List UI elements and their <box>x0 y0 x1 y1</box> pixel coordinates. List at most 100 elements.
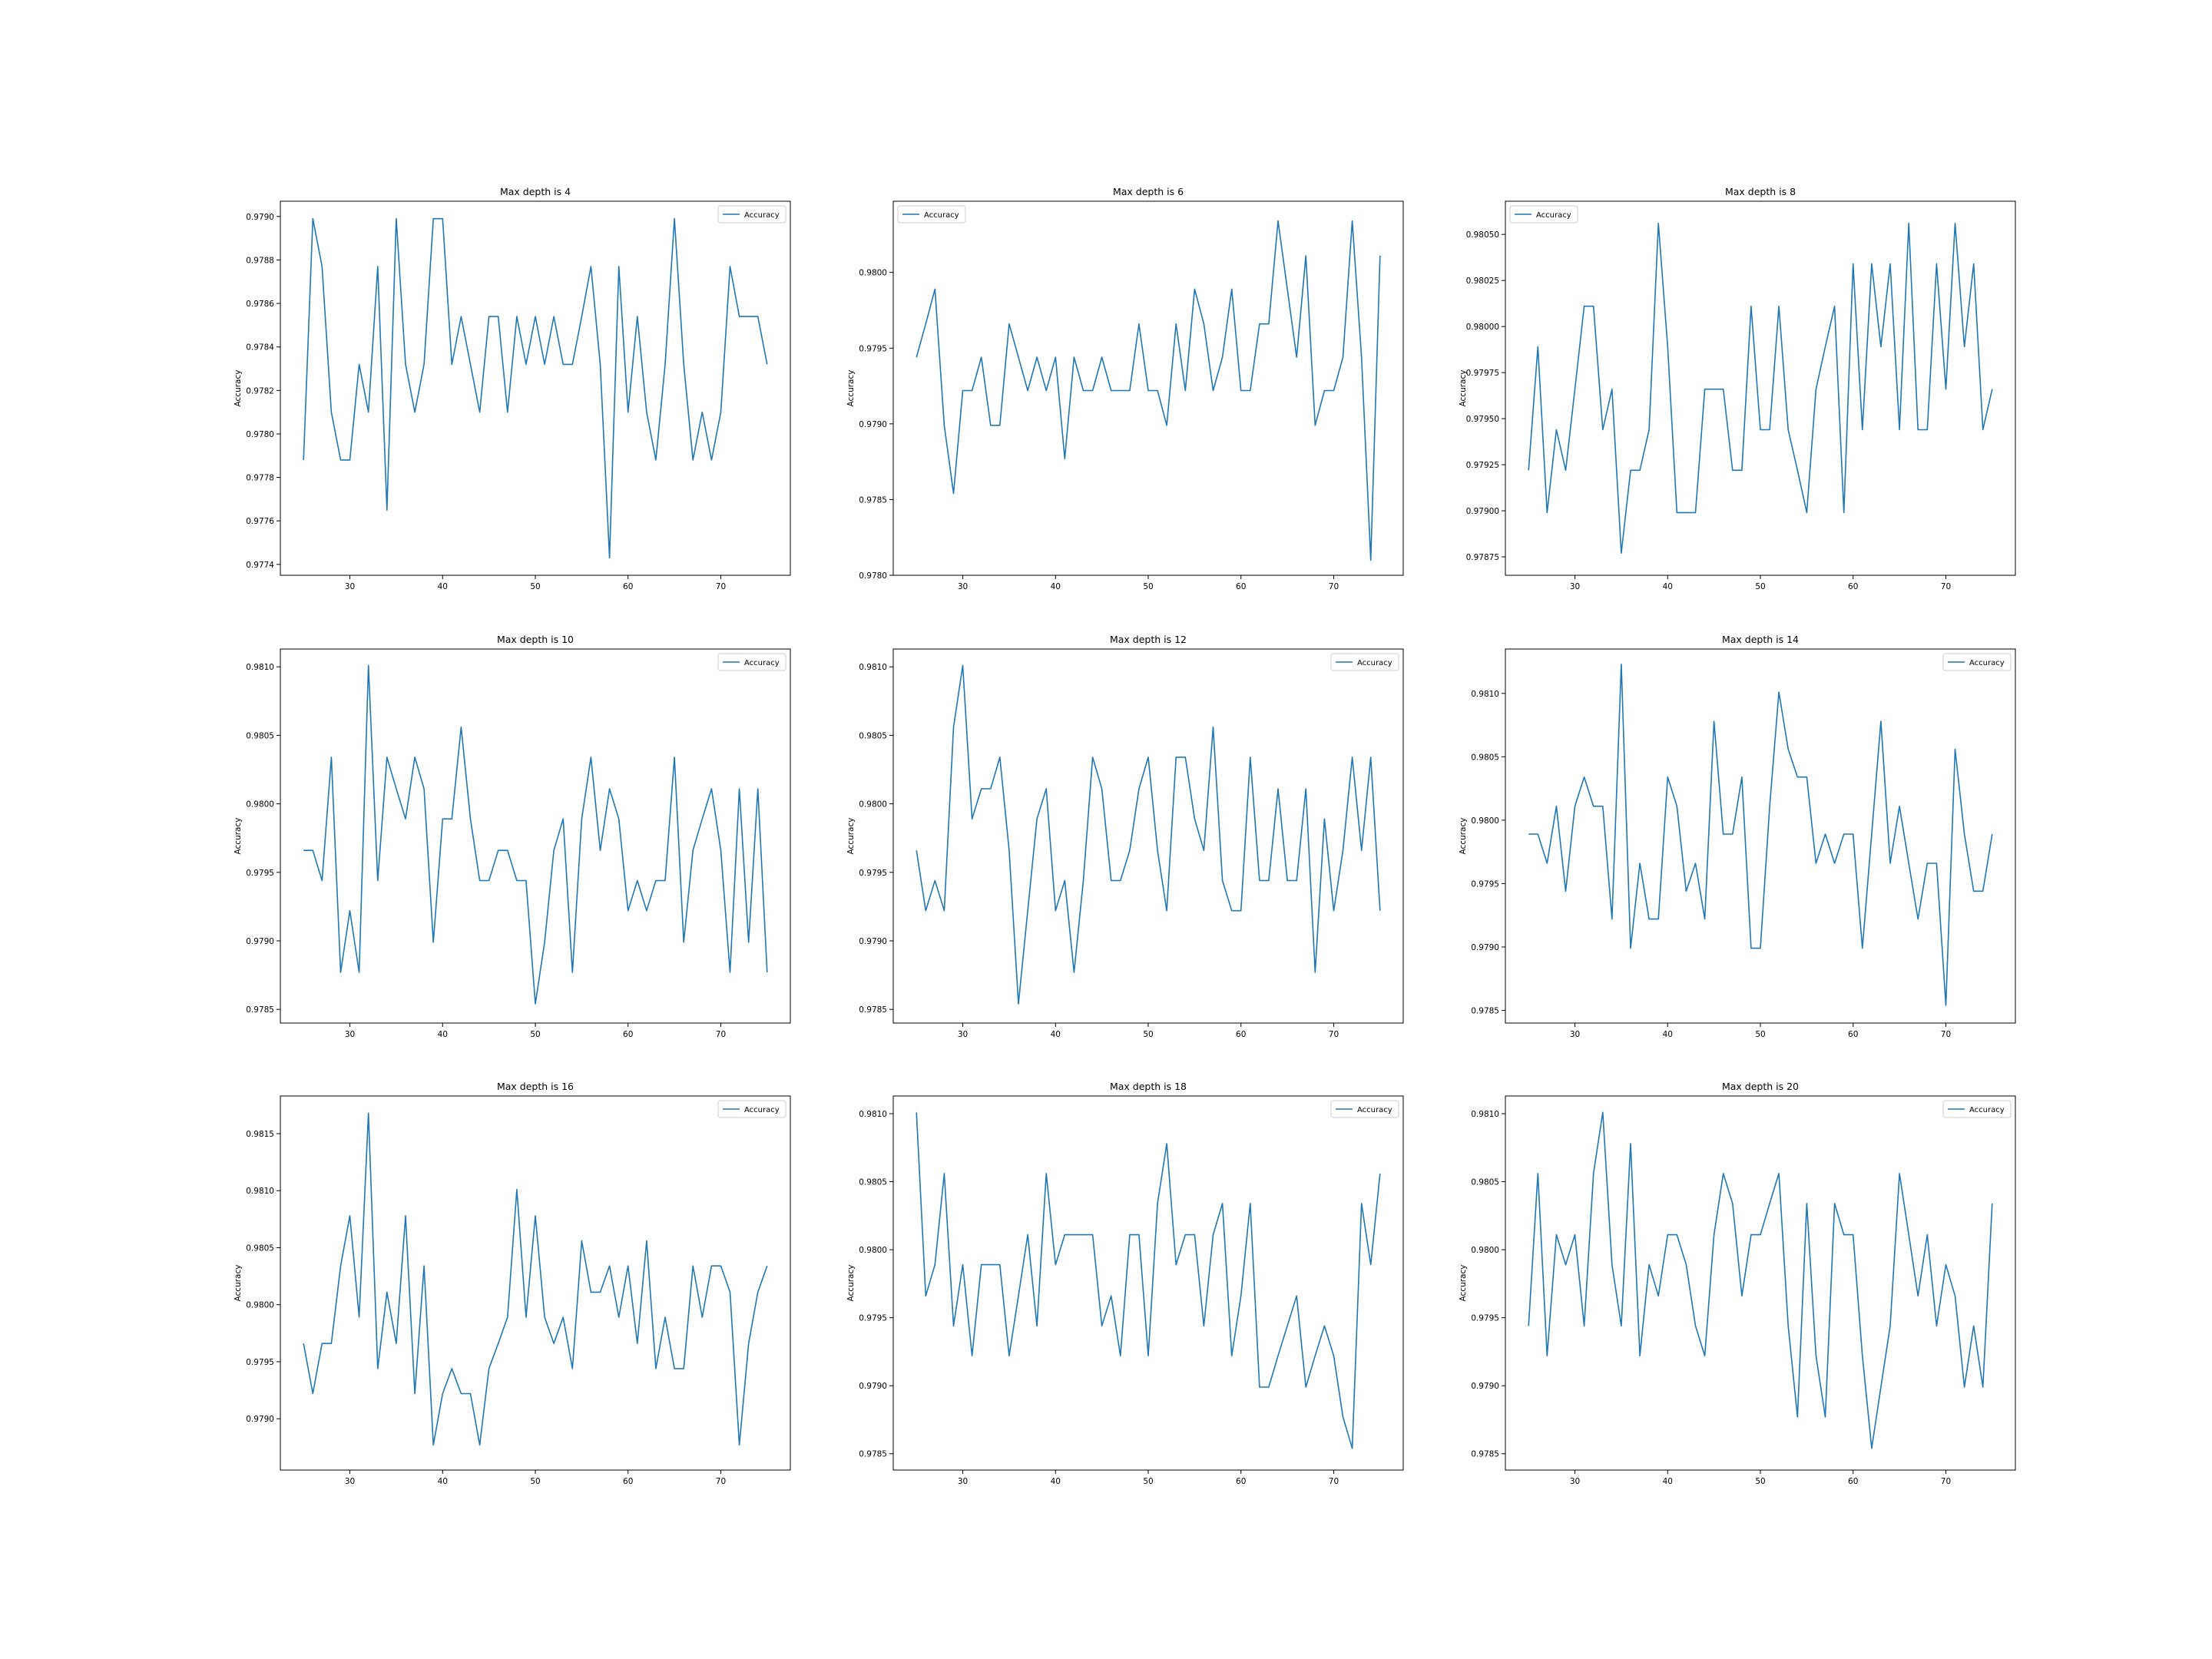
y-tick-label: 0.9795 <box>246 1358 274 1367</box>
y-tick-label: 0.9795 <box>1471 879 1499 889</box>
subplot-title: Max depth is 4 <box>500 186 571 197</box>
axes-frame <box>892 200 1404 576</box>
x-tick-label: 40 <box>1051 582 1061 591</box>
subplot-title: Max depth is 16 <box>497 1081 574 1092</box>
y-tick-label: 0.9810 <box>859 663 887 672</box>
x-tick-label: 40 <box>438 1477 448 1486</box>
series-line <box>1528 663 1993 1006</box>
x-tick-label: 50 <box>1143 1030 1153 1039</box>
y-tick-label: 0.9800 <box>859 800 887 810</box>
y-tick-label: 0.9795 <box>859 344 887 353</box>
y-tick-label: 0.9790 <box>246 937 274 946</box>
y-axis-label: Accuracy <box>846 370 856 407</box>
y-tick-label: 0.9780 <box>859 571 887 581</box>
legend-box <box>1942 653 2012 671</box>
x-tick-label: 40 <box>1663 1030 1673 1039</box>
legend-box <box>1330 653 1399 671</box>
x-tick-label: 50 <box>530 1030 540 1039</box>
y-tick-label: 0.9800 <box>246 800 274 810</box>
legend-box <box>897 205 966 224</box>
subplot-title: Max depth is 10 <box>497 634 574 645</box>
y-tick-label: 0.9805 <box>246 1243 274 1253</box>
series-line <box>916 220 1381 561</box>
y-tick-label: 0.9785 <box>1471 1006 1499 1015</box>
x-tick-label: 70 <box>1329 1030 1339 1039</box>
y-tick-label: 0.9790 <box>859 420 887 429</box>
y-tick-label: 0.9810 <box>1471 1110 1499 1119</box>
x-tick-label: 60 <box>1848 1477 1858 1486</box>
legend: Accuracy <box>1509 205 1578 224</box>
y-tick-label: 0.9805 <box>1471 1178 1499 1187</box>
y-tick-label: 0.97925 <box>1466 461 1499 470</box>
y-axis-label: Accuracy <box>1459 1265 1468 1302</box>
y-tick-label: 0.9790 <box>246 1415 274 1424</box>
x-tick-label: 40 <box>438 1030 448 1039</box>
y-tick-label: 0.9800 <box>1471 816 1499 826</box>
y-axis-label: Accuracy <box>233 1265 243 1302</box>
x-tick-label: 50 <box>1755 1477 1765 1486</box>
y-tick-label: 0.9790 <box>1471 943 1499 952</box>
x-tick-label: 40 <box>1663 582 1673 591</box>
legend: Accuracy <box>1942 653 2012 671</box>
axes-frame <box>1505 648 2016 1024</box>
x-tick-label: 60 <box>623 1477 633 1486</box>
x-tick-label: 50 <box>1755 1030 1765 1039</box>
x-tick-label: 70 <box>1329 582 1339 591</box>
x-tick-label: 70 <box>1329 1477 1339 1486</box>
x-tick-label: 50 <box>530 582 540 591</box>
y-tick-label: 0.97975 <box>1466 369 1499 378</box>
legend-label: Accuracy <box>744 211 780 220</box>
subplot: Max depth is 4 30 40 50 60 70 0.9774 0.9776 0.97… <box>233 186 791 591</box>
subplot: Max depth is 12 30 40 50 60 70 0.9785 0.9790 0.9… <box>846 634 1404 1039</box>
legend: Accuracy <box>717 205 786 224</box>
y-tick-label: 0.9800 <box>859 269 887 278</box>
x-tick-label: 50 <box>1143 1477 1153 1486</box>
y-tick-label: 0.9778 <box>246 474 274 483</box>
x-tick-label: 70 <box>716 1477 726 1486</box>
y-tick-label: 0.9790 <box>859 937 887 946</box>
legend-box <box>1942 1100 2012 1118</box>
subplot: Max depth is 18 30 40 50 60 70 0.9785 0.9790 0.9… <box>846 1081 1404 1486</box>
y-tick-label: 0.9785 <box>859 1450 887 1459</box>
series-line <box>303 217 768 559</box>
axes-frame <box>280 648 791 1024</box>
y-tick-label: 0.97875 <box>1466 553 1499 562</box>
y-tick-label: 0.9805 <box>1471 753 1499 762</box>
x-tick-label: 70 <box>716 582 726 591</box>
series-line <box>1528 1111 1993 1449</box>
y-tick-label: 0.9800 <box>1471 1246 1499 1255</box>
legend-label: Accuracy <box>1357 1106 1392 1114</box>
legend-box <box>717 205 786 224</box>
x-tick-label: 30 <box>1570 1477 1580 1486</box>
y-tick-label: 0.9800 <box>246 1301 274 1310</box>
legend-label: Accuracy <box>744 1106 780 1114</box>
subplot-title: Max depth is 18 <box>1110 1081 1187 1092</box>
x-tick-label: 40 <box>438 582 448 591</box>
y-axis-label: Accuracy <box>1459 818 1468 855</box>
y-tick-label: 0.9790 <box>859 1382 887 1391</box>
y-tick-label: 0.97950 <box>1466 415 1499 424</box>
x-tick-label: 30 <box>1570 1030 1580 1039</box>
x-tick-label: 70 <box>1941 1030 1951 1039</box>
y-tick-label: 0.98025 <box>1466 276 1499 286</box>
x-tick-label: 30 <box>958 1030 968 1039</box>
y-axis-label: Accuracy <box>846 1265 856 1302</box>
series-line <box>303 664 768 1005</box>
y-tick-label: 0.9785 <box>246 1005 274 1015</box>
y-tick-label: 0.9785 <box>1471 1450 1499 1459</box>
legend: Accuracy <box>1942 1100 2012 1118</box>
subplot-title: Max depth is 20 <box>1722 1081 1799 1092</box>
axes-frame <box>1505 200 2016 576</box>
axes-frame <box>280 200 791 576</box>
legend-box <box>717 653 786 671</box>
x-tick-label: 30 <box>345 1477 355 1486</box>
x-tick-label: 70 <box>716 1030 726 1039</box>
y-tick-label: 0.9805 <box>859 731 887 740</box>
legend-box <box>1509 205 1578 224</box>
y-tick-label: 0.9800 <box>859 1246 887 1255</box>
x-tick-label: 60 <box>1236 1477 1246 1486</box>
y-tick-label: 0.97900 <box>1466 507 1499 516</box>
y-tick-label: 0.9790 <box>246 213 274 222</box>
legend: Accuracy <box>1330 1100 1399 1118</box>
series-line <box>303 1112 768 1446</box>
